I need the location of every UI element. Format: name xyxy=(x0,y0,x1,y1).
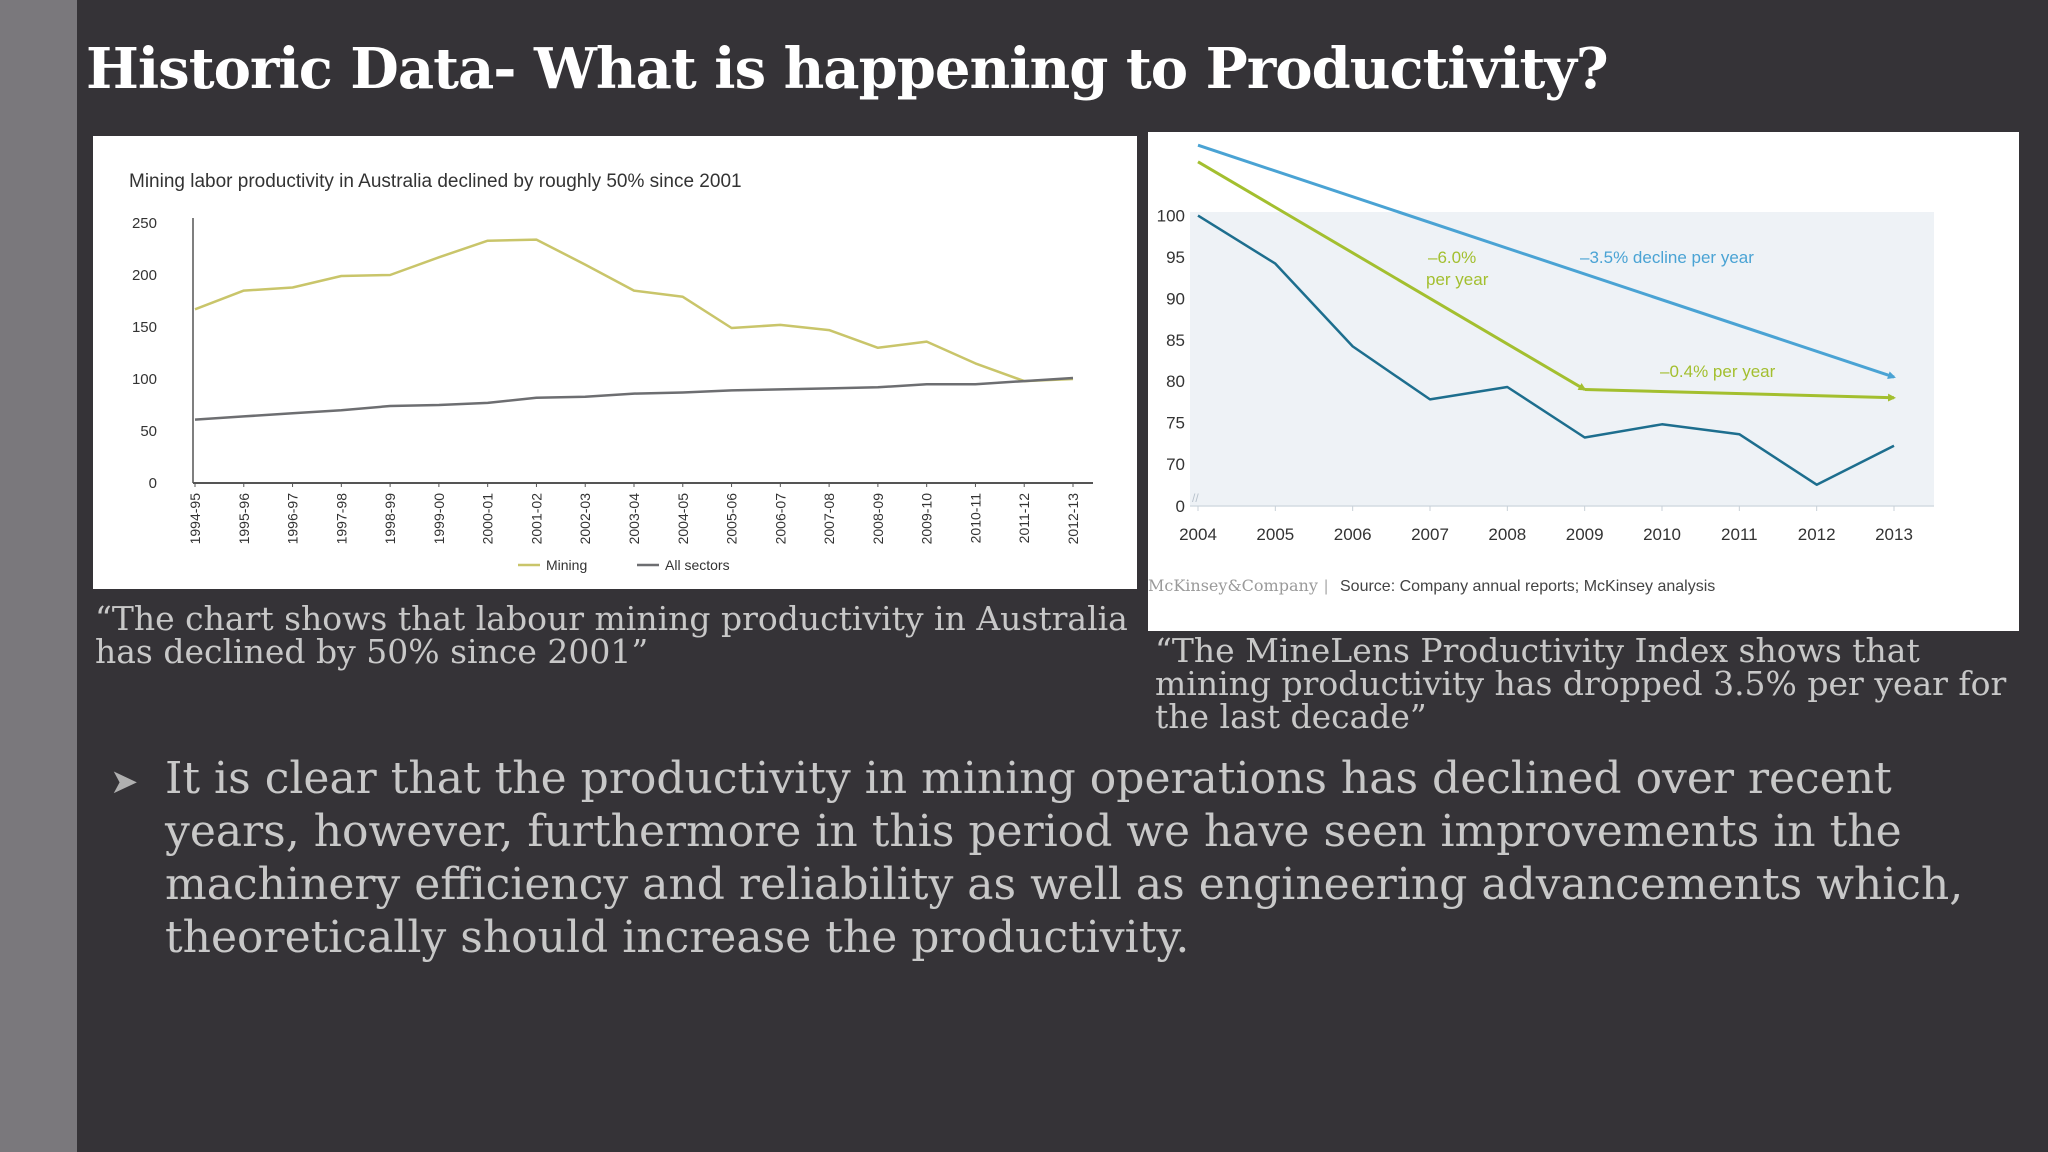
side-bar xyxy=(0,0,77,1152)
chart2-x-tick-label: 2013 xyxy=(1875,525,1913,544)
chart1-x-tick-label: 2008-09 xyxy=(870,493,886,545)
chart1-series-all-sectors-line xyxy=(194,376,1074,421)
chart1-y-tick-label: 0 xyxy=(149,475,157,492)
chart2-y-tick-label: 80 xyxy=(1166,372,1185,391)
chart2-trend-3-5-label: –3.5% decline per year xyxy=(1580,248,1754,267)
arrow-right-icon: ➤ xyxy=(110,762,139,802)
chart2-trend-6-0-label-line1: –6.0% xyxy=(1428,248,1476,267)
chart1-y-tick-label: 250 xyxy=(132,215,157,232)
caption-left: “The chart shows that labour mining prod… xyxy=(95,599,1128,671)
chart1-x-tick-label: 2005-06 xyxy=(724,493,740,545)
chart2-x-tick-label: 2008 xyxy=(1488,525,1526,544)
chart1-y-tick-label: 150 xyxy=(132,319,157,336)
chart1-y-tick-label: 100 xyxy=(132,371,157,388)
chart2-x-tick-label: 2004 xyxy=(1179,525,1217,544)
chart2-source-note: Source: Company annual reports; McKinsey… xyxy=(1340,578,1715,595)
caption-right: “The MineLens Productivity Index shows t… xyxy=(1155,631,2007,736)
chart2-y-tick-label: 0 xyxy=(1176,497,1185,516)
chart2-y-tick-label: 75 xyxy=(1166,414,1185,433)
chart2-y-tick-label: 70 xyxy=(1166,455,1185,474)
chart2-plot-area xyxy=(1190,212,1934,506)
chart2-x-tick-label: 2005 xyxy=(1256,525,1294,544)
chart1-x-tick-label: 1999-00 xyxy=(431,493,447,545)
chart2-footer-separator: | xyxy=(1324,578,1328,595)
chart2-trend-3-5-line xyxy=(1197,143,1896,379)
chart1-x-tick-label: 2011-12 xyxy=(1016,493,1032,544)
chart1-x-tick-label: 2007-08 xyxy=(821,493,837,545)
minelens-index-chart-panel: // 0 70 75 80 85 90 95 100 2004 2005 2006 2007 2008 20… xyxy=(1148,132,2019,631)
chart2-x-tick-label: 2006 xyxy=(1334,525,1372,544)
chart2-x-tick-label: 2011 xyxy=(1721,525,1758,544)
minelens-index-chart: // 0 70 75 80 85 90 95 100 2004 2005 2006 2007 2008 20… xyxy=(1148,143,1934,595)
chart1-y-tick-label: 200 xyxy=(132,267,157,284)
chart1-x-tick-label: 2012-13 xyxy=(1065,493,1081,545)
chart1-title: Mining labor productivity in Australia d… xyxy=(129,171,742,192)
chart1-x-tick-label: 2004-05 xyxy=(675,493,691,545)
chart1-x-tick-label: 2010-11 xyxy=(967,493,983,544)
chart2-x-tick-label: 2007 xyxy=(1411,525,1449,544)
chart2-brand-logo: McKinsey&Company xyxy=(1148,576,1318,595)
chart1-legend-label: All sectors xyxy=(665,557,730,573)
slide-title: Historic Data- What is happening to Prod… xyxy=(86,36,1609,102)
chart2-trend-6-0-label-line2: per year xyxy=(1426,270,1489,289)
chart2-trend-6-0-line xyxy=(1197,160,1587,391)
chart2-y-tick-label: 90 xyxy=(1166,289,1185,308)
chart1-y-tick-label: 50 xyxy=(140,423,157,440)
chart2-y-tick-label: 95 xyxy=(1166,248,1185,267)
chart2-index-line xyxy=(1197,214,1895,486)
mining-productivity-chart-panel: Mining labor productivity in Australia d… xyxy=(93,136,1137,589)
chart2-x-tick-label: 2010 xyxy=(1643,525,1681,544)
chart1-x-tick-label: 1997-98 xyxy=(333,493,349,545)
chart1-x-tick-label: 1994-95 xyxy=(187,493,203,545)
chart2-x-tick-label: 2009 xyxy=(1566,525,1604,544)
bullet-text: It is clear that the productivity in min… xyxy=(165,753,1964,963)
chart1-x-tick-label: 2001-02 xyxy=(528,493,544,545)
chart2-trend-0-4-line xyxy=(1584,387,1896,402)
chart1-series-mining-line xyxy=(194,238,1074,383)
chart1-x-tick-label: 2009-10 xyxy=(919,493,935,545)
chart1-x-tick-label: 1996-97 xyxy=(285,493,301,545)
chart1-legend-label: Mining xyxy=(546,557,587,573)
chart2-x-tick-label: 2012 xyxy=(1798,525,1836,544)
chart2-y-tick-label: 85 xyxy=(1166,331,1185,350)
chart1-x-tick-label: 2006-07 xyxy=(772,493,788,545)
chart1-x-tick-label: 1995-96 xyxy=(236,493,252,545)
chart2-y-tick-label: 100 xyxy=(1157,207,1185,226)
chart1-x-tick-label: 2002-03 xyxy=(577,493,593,545)
chart1-x-tick-label: 1998-99 xyxy=(382,493,398,545)
mining-productivity-chart: Mining labor productivity in Australia d… xyxy=(129,171,1093,573)
chart1-x-tick-label: 2000-01 xyxy=(480,493,496,545)
chart2-axis-break-icon: // xyxy=(1192,491,1199,505)
chart1-x-tick-label: 2003-04 xyxy=(626,493,642,545)
chart2-trend-0-4-label: –0.4% per year xyxy=(1660,362,1776,381)
